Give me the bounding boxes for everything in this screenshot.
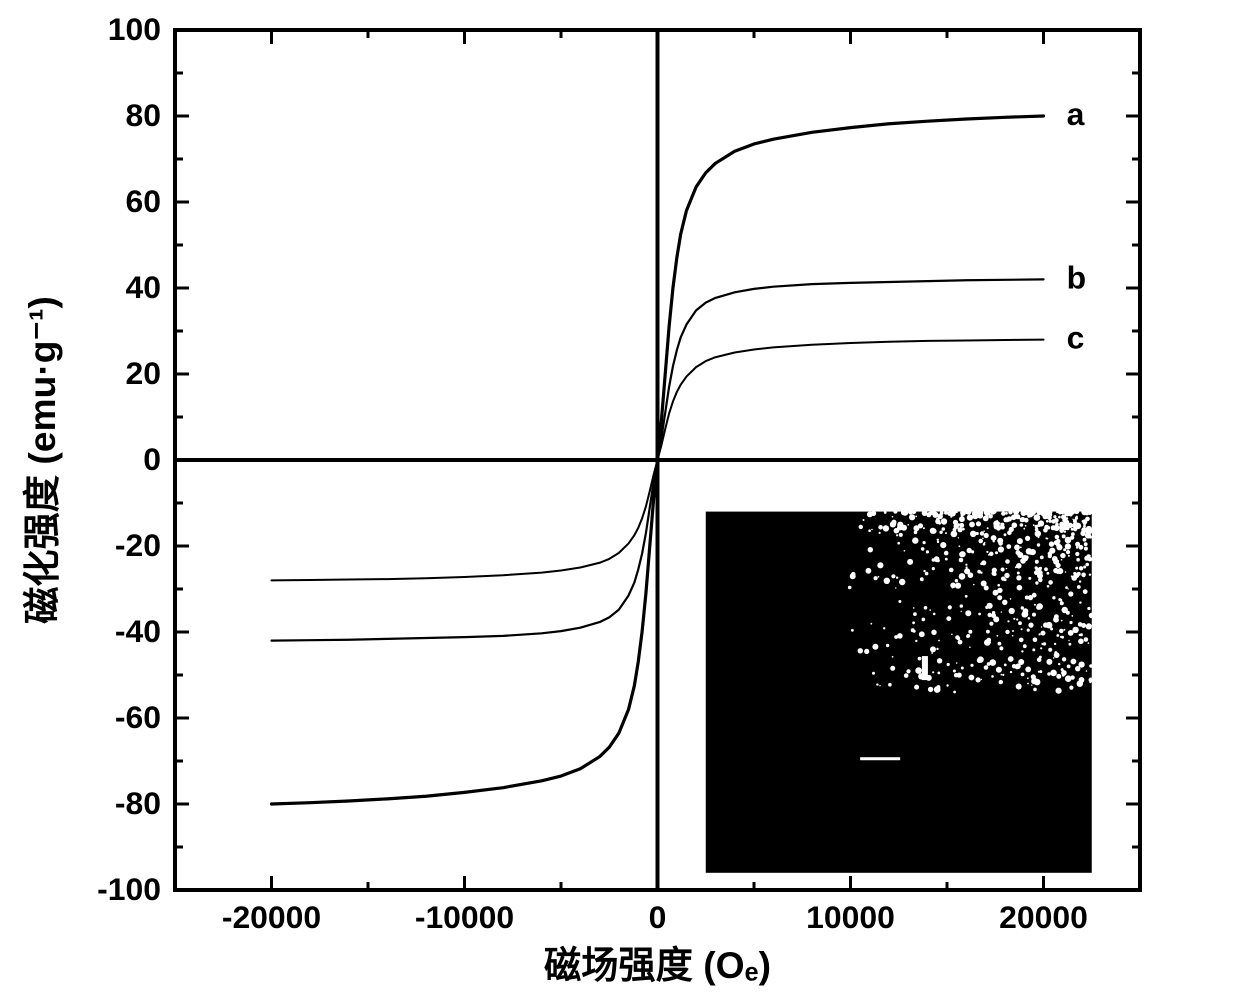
x-tick-label: 20000 — [999, 899, 1088, 935]
y-tick-label: 0 — [143, 441, 161, 477]
x-tick-label: 0 — [649, 899, 667, 935]
y-tick-label: -20 — [115, 527, 161, 563]
y-axis-title: 磁化强度 (emu·g⁻¹) — [21, 296, 63, 624]
series-label-c: c — [1067, 320, 1085, 356]
y-tick-label: -60 — [115, 699, 161, 735]
inset-image — [706, 509, 1095, 873]
x-tick-label: -20000 — [222, 899, 321, 935]
x-tick-label: 10000 — [806, 899, 895, 935]
y-tick-label: 20 — [126, 355, 162, 391]
y-tick-label: -40 — [115, 613, 161, 649]
y-tick-label: -100 — [97, 871, 161, 907]
hysteresis-chart: -20000 -10000 0 10000 20000 -100 -80 -60 -40 -20 0… — [0, 0, 1240, 1001]
y-tick-label: 60 — [126, 183, 162, 219]
y-tick-label: 40 — [126, 269, 162, 305]
y-tick-label: -80 — [115, 785, 161, 821]
y-tick-label: 100 — [108, 11, 161, 47]
x-tick-label: -10000 — [415, 899, 514, 935]
y-tick-label: 80 — [126, 97, 162, 133]
series-label-a: a — [1067, 96, 1085, 132]
chart-svg: -20000 -10000 0 10000 20000 -100 -80 -60 -40 -20 0… — [0, 0, 1240, 1001]
x-axis-title: 磁场强度 (Oₑ) — [544, 944, 771, 986]
series-label-b: b — [1067, 259, 1087, 295]
